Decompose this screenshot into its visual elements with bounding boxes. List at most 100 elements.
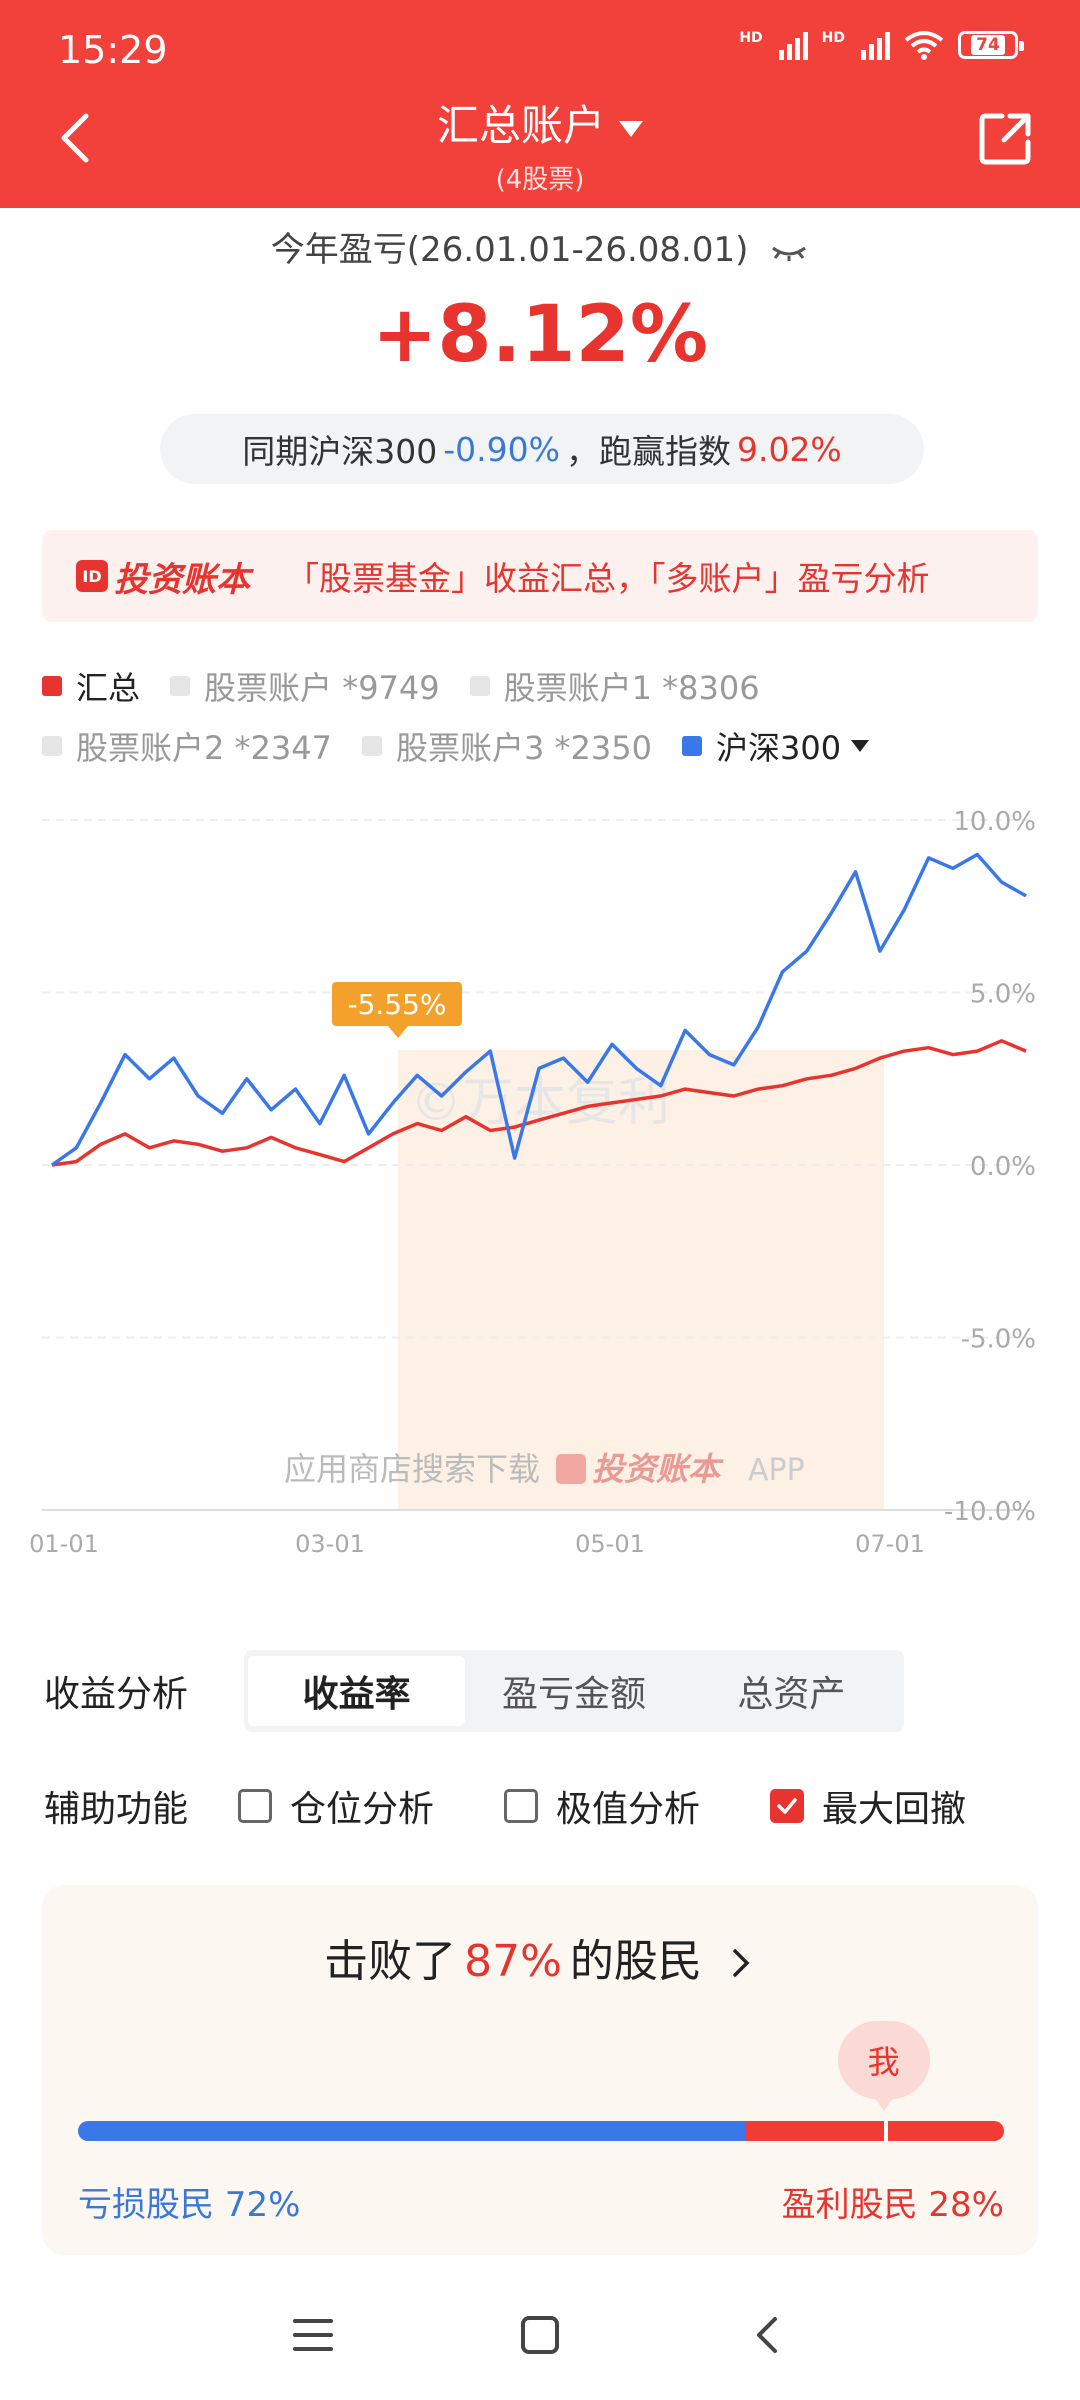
tab-total-assets[interactable]: 总资产 <box>737 1674 846 1715</box>
account-switcher[interactable]: 汇总账户 (4股票) <box>0 92 1080 196</box>
legend-item-total[interactable]: 汇总 <box>42 663 140 709</box>
x-tick-label: 01-01 <box>29 1530 99 1558</box>
eye-closed-icon[interactable] <box>769 242 809 262</box>
watermark-logo-mark <box>556 1454 586 1484</box>
legend-item-account-2347[interactable]: 股票账户2 *2347 <box>42 723 332 769</box>
checkmark-icon <box>777 1798 797 1814</box>
legend-swatch <box>42 736 62 756</box>
watermark-app: APP <box>748 1453 805 1488</box>
aux-functions: 辅助功能 仓位分析 极值分析 最大回撤 <box>44 1780 1044 1832</box>
beat-index-value: 9.02% <box>736 429 842 469</box>
y-tick-label: 10.0% <box>953 807 1036 837</box>
signal-icon-1 <box>778 30 808 60</box>
legend-label: 股票账户3 *2350 <box>395 729 652 767</box>
me-marker-bubble: 我 <box>837 2021 930 2111</box>
me-marker <box>883 2121 888 2141</box>
y-tick-label: 0.0% <box>970 1152 1036 1182</box>
tab-return-rate[interactable]: 收益率 <box>248 1656 466 1726</box>
legend-swatch <box>469 676 490 696</box>
legend-item-hs300[interactable]: 沪深300 <box>681 723 870 769</box>
benchmark-return: -0.90% <box>443 429 560 469</box>
home-button[interactable] <box>510 2305 570 2365</box>
compare-mid: ，跑赢指数 <box>565 432 731 471</box>
y-tick-label: -5.0% <box>961 1325 1036 1355</box>
promo-banner[interactable]: ID 投资账本 「股票基金」收益汇总，「多账户」盈亏分析 <box>42 530 1038 622</box>
aux-label: 辅助功能 <box>44 1789 189 1830</box>
drawdown-region <box>398 1050 884 1510</box>
beat-suffix: 的股民 <box>569 1936 702 1987</box>
page-title[interactable]: 汇总账户 <box>0 92 1080 153</box>
watermark: ©万本复利 <box>410 1073 670 1133</box>
chevron-right-icon <box>733 1949 750 1977</box>
x-tick-label: 03-01 <box>295 1530 365 1558</box>
chart-legend: 汇总 股票账户 *9749 股票账户1 *8306 股票账户2 *2347 股票… <box>42 656 1042 776</box>
page-title-text: 汇总账户 <box>436 101 605 150</box>
max-drawdown-checkbox[interactable]: 最大回撤 <box>770 1780 966 1832</box>
app-logo: ID 投资账本 <box>76 552 250 601</box>
profit-investors-label: 盈利股民 28% <box>781 2185 1004 2225</box>
share-icon <box>979 113 1031 165</box>
legend-swatch <box>42 676 62 696</box>
y-tick-label: 5.0% <box>970 980 1036 1010</box>
y-tick-label: -10.0% <box>944 1497 1036 1527</box>
x-tick-label: 07-01 <box>855 1530 925 1558</box>
legend-item-account-9749[interactable]: 股票账户 *9749 <box>170 663 440 709</box>
system-back-button[interactable] <box>737 2305 797 2365</box>
legend-label: 股票账户2 *2347 <box>76 729 332 767</box>
beat-ranking-link[interactable]: 击败了 87% 的股民 <box>42 1925 1038 1989</box>
hd-label-2: HD <box>821 30 845 46</box>
share-button[interactable] <box>976 108 1036 168</box>
battery-level: 74 <box>971 35 1005 55</box>
back-button[interactable] <box>48 102 108 172</box>
analysis-tabs: 收益率 盈亏金额 总资产 <box>244 1650 904 1732</box>
beat-ranking-card: 击败了 87% 的股民 我 亏损股民 72% 盈利股民 28% <box>42 1885 1038 2255</box>
compare-prefix: 同期沪深300 <box>242 432 438 471</box>
page-subtitle: (4股票) <box>495 165 585 195</box>
checkbox-label: 极值分析 <box>556 1789 701 1830</box>
ranking-bar <box>78 2121 1004 2141</box>
legend-item-account-2350[interactable]: 股票账户3 *2350 <box>361 723 652 769</box>
legend-swatch <box>170 676 191 696</box>
total-return-percent: +8.12% <box>372 290 708 380</box>
wifi-icon <box>904 31 944 60</box>
tab-profit-amount[interactable]: 盈亏金额 <box>501 1674 646 1715</box>
legend-label: 汇总 <box>76 669 141 707</box>
legend-label: 股票账户 *9749 <box>204 669 440 707</box>
drawdown-badge <box>332 982 462 1026</box>
legend-swatch <box>681 736 702 756</box>
benchmark-compare: 同期沪深300 -0.90% ，跑赢指数 9.02% <box>160 414 924 484</box>
extreme-analysis-checkbox[interactable]: 极值分析 <box>504 1780 700 1832</box>
return-chart[interactable]: 10.0% 5.0% 0.0% -5.0% -10.0% 01-01 03-01 05-01 0… <box>0 790 1080 1570</box>
menu-button[interactable] <box>283 2305 343 2365</box>
analysis-label: 收益分析 <box>44 1674 189 1715</box>
drawdown-label: -5.55% <box>347 988 446 1021</box>
watermark-bottom: 应用商店搜索下载 <box>284 1450 540 1488</box>
watermark-logo: 投资账本 <box>592 1450 724 1488</box>
checkbox-icon <box>238 1789 273 1823</box>
status-icons: HD HD 74 <box>739 30 1024 60</box>
period-row: 今年盈亏(26.01.01-26.08.01) <box>0 222 1080 271</box>
legend-row-1: 汇总 股票账户 *9749 股票账户1 *8306 <box>42 656 1042 716</box>
caret-down-icon <box>619 120 643 137</box>
legend-item-account-8306[interactable]: 股票账户1 *8306 <box>469 663 760 709</box>
hd-label-1: HD <box>739 30 763 46</box>
menu-icon <box>293 2319 334 2351</box>
battery-icon: 74 <box>958 31 1024 59</box>
drawdown-badge-pointer <box>388 1026 408 1038</box>
checkbox-checked-icon <box>770 1789 805 1823</box>
beat-prefix: 击败了 <box>324 1936 457 1987</box>
legend-label: 股票账户1 *8306 <box>503 669 760 707</box>
period-text: 今年盈亏(26.01.01-26.08.01) <box>270 230 749 270</box>
series-line-total <box>51 1039 1027 1167</box>
profit-segment <box>744 2121 1004 2141</box>
position-analysis-checkbox[interactable]: 仓位分析 <box>238 1780 434 1832</box>
status-time: 15:29 <box>58 28 168 72</box>
legend-label: 沪深300 <box>715 729 842 767</box>
beat-percent: 87% <box>464 1936 562 1987</box>
home-square-icon <box>520 2316 559 2354</box>
checkbox-label: 仓位分析 <box>290 1789 435 1830</box>
system-nav-bar <box>0 2290 1080 2380</box>
legend-swatch <box>361 736 382 756</box>
legend-row-2: 股票账户2 *2347 股票账户3 *2350 沪深300 <box>42 716 1042 776</box>
x-tick-label: 05-01 <box>575 1530 645 1558</box>
